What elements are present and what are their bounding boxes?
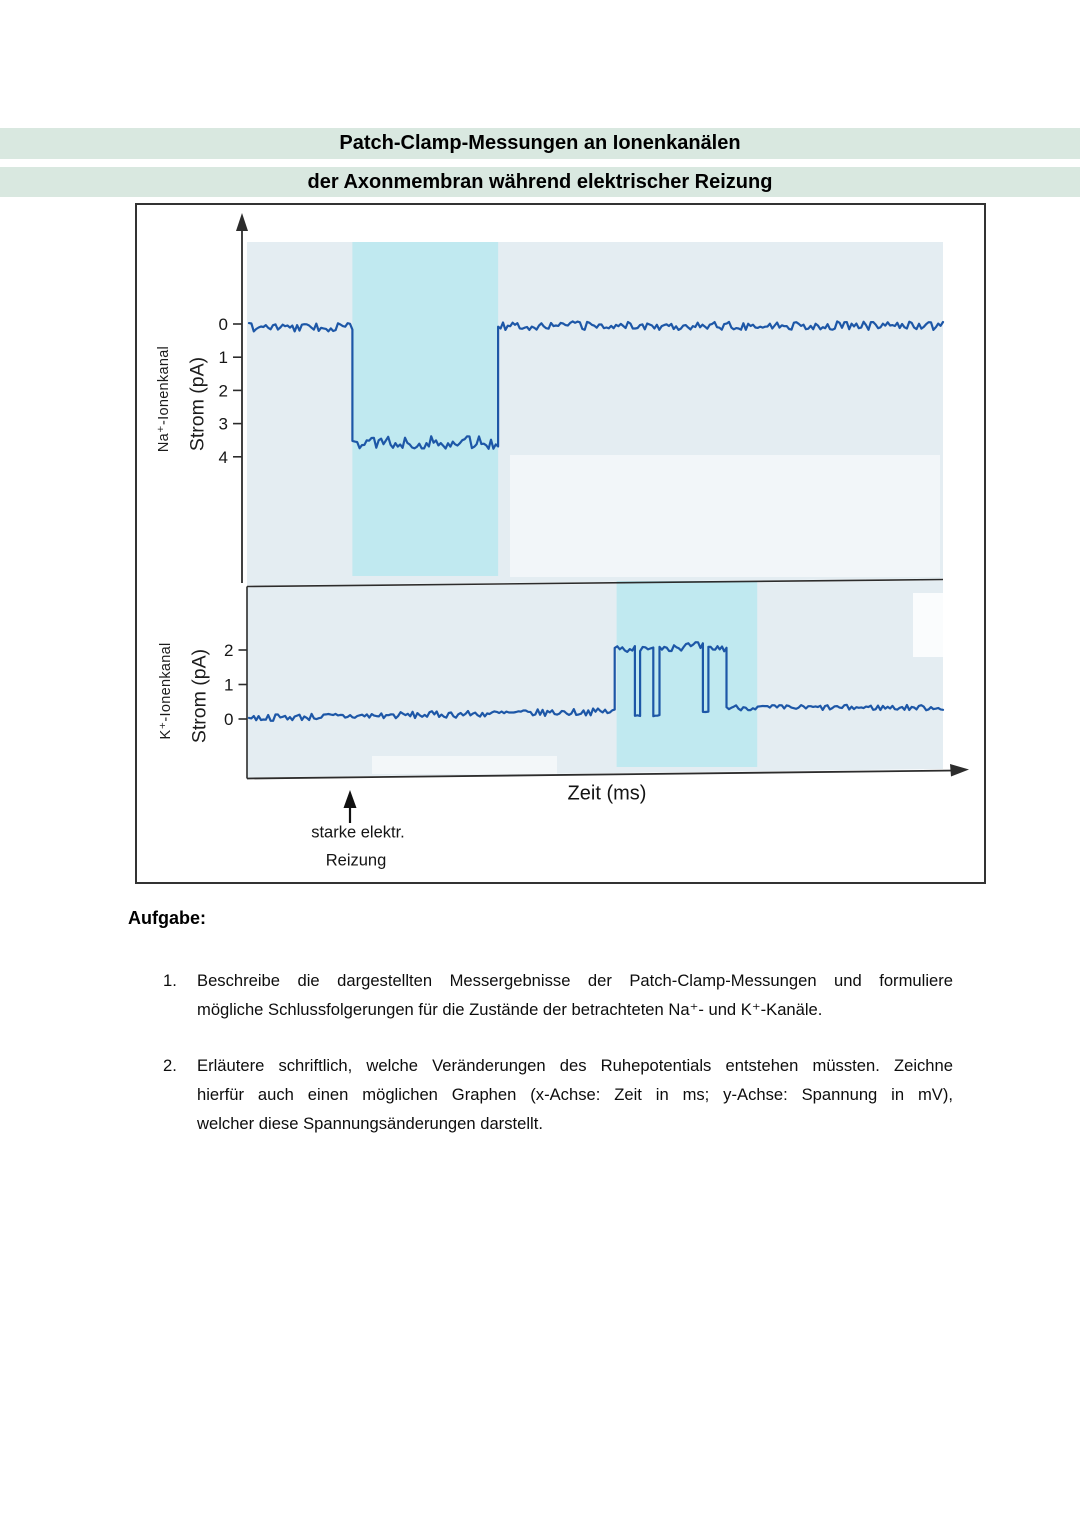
panel-divider-line xyxy=(246,578,944,588)
task-line: hierfür auch einen möglichen Graphen (x-… xyxy=(197,1085,953,1104)
page-title-line-1: Patch-Clamp-Messungen an Ionenkanälen xyxy=(339,132,741,154)
na-current-trace xyxy=(247,320,945,450)
page-title-line-2: der Axonmembran während elektrischer Rei… xyxy=(307,170,773,193)
task-item: 1. Beschreibe die dargestellten Messerge… xyxy=(163,966,953,1024)
scan-artifact xyxy=(510,455,940,577)
stimulus-annotation-line-2: Reizung xyxy=(325,851,387,870)
stimulus-annotation-line-1: starke elektr. xyxy=(311,823,405,842)
k-current-axis-label: Strom (pA) xyxy=(188,648,211,744)
k-tick-label: 2 xyxy=(224,641,233,660)
k-tick-label: 1 xyxy=(224,676,233,695)
task-number: 1. xyxy=(163,971,177,990)
task-item: 2. Erläutere schriftlich, welche Verände… xyxy=(163,1051,953,1138)
chart-svg: 0 1 2 3 4 2 1 0 xyxy=(219,213,969,823)
na-tick-label: 1 xyxy=(219,348,228,367)
task-text: Beschreibe die dargestellten Messergebni… xyxy=(197,966,953,1024)
na-current-axis-label: Strom (pA) xyxy=(186,356,209,452)
title-band-2: der Axonmembran während elektrischer Rei… xyxy=(0,167,1080,197)
k-tick-label: 0 xyxy=(224,710,233,729)
k-plot-area xyxy=(247,580,943,778)
na-stimulus-band xyxy=(352,242,499,576)
tasks-heading: Aufgabe: xyxy=(128,908,206,928)
title-band-1: Patch-Clamp-Messungen an Ionenkanälen xyxy=(0,128,1080,159)
scan-artifact xyxy=(372,756,557,774)
task-line: mögliche Schlussfolgerungen für die Zust… xyxy=(197,1000,823,1019)
na-tick-label: 3 xyxy=(219,415,228,434)
na-channel-label: Na⁺-Ionenkanal xyxy=(156,345,172,453)
x-axis-arrowhead xyxy=(950,764,969,777)
x-axis-line xyxy=(246,769,957,780)
k-current-trace xyxy=(247,641,945,722)
figure-box: 0 1 2 3 4 2 1 0 Na⁺-Ionenkanal Strom (pA) K⁺-Io… xyxy=(135,203,986,884)
task-line: Erläutere schriftlich, welche Veränderun… xyxy=(197,1056,953,1075)
na-tick-label: 0 xyxy=(219,315,228,334)
k-channel-label: K⁺-Ionenkanal xyxy=(158,642,174,740)
na-tick-label: 2 xyxy=(219,381,228,400)
task-line: welcher diese Spannungsänderungen darste… xyxy=(197,1114,543,1133)
k-stimulus-band xyxy=(616,581,758,767)
y-axis-arrowhead xyxy=(236,213,248,231)
task-line: Beschreibe die dargestellten Messergebni… xyxy=(197,971,953,990)
x-axis-label: Zeit (ms) xyxy=(567,782,647,805)
scan-artifact xyxy=(913,593,943,657)
task-number: 2. xyxy=(163,1056,177,1075)
stimulus-arrow-head xyxy=(343,790,357,808)
na-tick-label: 4 xyxy=(219,448,228,467)
task-text: Erläutere schriftlich, welche Veränderun… xyxy=(197,1051,953,1138)
